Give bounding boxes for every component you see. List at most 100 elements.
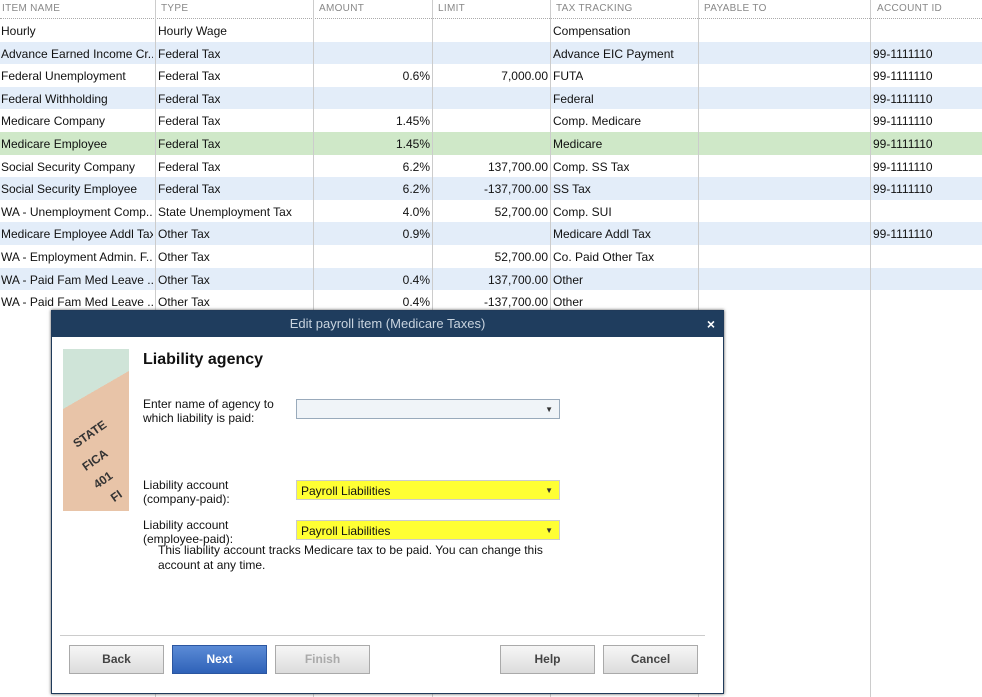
chevron-down-icon: ▼ (545, 526, 553, 535)
agency-combo[interactable]: ▼ (296, 399, 560, 419)
cell-tax-tracking: Advance EIC Payment (553, 46, 674, 61)
cell-item-name: WA - Employment Admin. F... (1, 250, 153, 264)
cell-limit: 52,700.00 (494, 250, 548, 264)
table-row[interactable]: WA - Paid Fam Med Leave ... Other Tax 0.4%… (0, 290, 982, 313)
tax-forms-illustration: STATE FICA 401 FI (63, 349, 129, 511)
cell-tax-tracking: Comp. SUI (553, 204, 612, 219)
table-row[interactable]: WA - Paid Fam Med Leave ... Other Tax 0.4%… (0, 267, 982, 291)
col-payable-to[interactable]: PAYABLE TO (704, 3, 767, 14)
cell-account-id: 99-1111110 (873, 227, 933, 242)
cell-type: Other Tax (158, 272, 210, 287)
cell-type: Federal Tax (158, 91, 221, 106)
cell-amount: 0.9% (402, 227, 430, 242)
table-row[interactable]: WA - Unemployment Comp... State Unemploym… (0, 200, 982, 223)
cell-amount: 1.45% (395, 137, 430, 151)
cell-type: Other Tax (158, 250, 210, 264)
cell-account-id: 99-1111110 (873, 91, 933, 106)
company-account-combo[interactable]: Payroll Liabilities ▼ (296, 480, 560, 500)
cell-item-name: WA - Paid Fam Med Leave ... (1, 295, 153, 310)
cell-tax-tracking: Comp. SS Tax (553, 159, 630, 174)
help-button[interactable]: Help (500, 645, 595, 674)
col-type[interactable]: TYPE (161, 3, 189, 14)
cell-account-id: 99-1111110 (873, 114, 933, 129)
cell-item-name: Medicare Company (1, 114, 106, 129)
back-button[interactable]: Back (69, 645, 164, 674)
cell-item-name: Social Security Company (1, 159, 136, 174)
cell-amount: 6.2% (402, 182, 430, 197)
cell-item-name: Social Security Employee (1, 182, 138, 197)
cell-amount: 0.4% (402, 295, 430, 310)
cell-tax-tracking: SS Tax (553, 182, 591, 197)
cell-tax-tracking: FUTA (553, 69, 584, 84)
cell-type: Federal Tax (158, 46, 221, 61)
dialog-heading: Liability agency (143, 351, 264, 368)
cell-limit: 7,000.00 (501, 69, 548, 84)
cell-account-id: 99-1111110 (873, 46, 933, 61)
cell-account-id: 99-1111110 (873, 137, 933, 151)
finish-button[interactable]: Finish (275, 645, 370, 674)
col-limit[interactable]: LIMIT (438, 3, 466, 14)
edit-payroll-item-dialog: Edit payroll item (Medicare Taxes) × STAT… (51, 310, 724, 694)
cell-type: State Unemployment Tax (158, 204, 292, 219)
cell-item-name: Medicare Employee Addl Tax (1, 227, 153, 242)
table-row[interactable]: Federal Withholding Federal Tax Federal 99-… (0, 86, 982, 110)
cell-type: Federal Tax (158, 159, 221, 174)
cell-type: Other Tax (158, 295, 210, 310)
table-row[interactable]: Medicare Employee Addl Tax Other Tax 0.9% M… (0, 222, 982, 245)
account-note: This liability account tracks Medicare t… (158, 543, 543, 572)
company-account-label: Liability account (company-paid): (143, 478, 230, 506)
employee-account-label: Liability account (employee-paid): (143, 518, 234, 546)
col-amount[interactable]: AMOUNT (319, 3, 365, 14)
cell-item-name: Advance Earned Income Cr... (1, 46, 153, 61)
table-header: ITEM NAME TYPE AMOUNT LIMIT TAX TRACKING… (0, 0, 982, 19)
cell-tax-tracking: Comp. Medicare (553, 114, 642, 129)
cell-type: Hourly Wage (158, 24, 227, 38)
cell-item-name: Hourly (1, 24, 36, 38)
col-item-name[interactable]: ITEM NAME (2, 3, 61, 14)
column-divider (870, 0, 871, 697)
cell-limit: 137,700.00 (487, 272, 548, 287)
cell-type: Federal Tax (158, 182, 221, 197)
cell-account-id: 99-1111110 (873, 182, 933, 197)
cell-tax-tracking: Compensation (553, 24, 631, 38)
agency-label: Enter name of agency to which liability … (143, 397, 274, 425)
divider (60, 635, 705, 636)
table-row[interactable]: Federal Unemployment Federal Tax 0.6% 7,000… (0, 64, 982, 87)
cell-tax-tracking: Other (553, 295, 584, 310)
cell-tax-tracking: Co. Paid Other Tax (553, 250, 655, 264)
cell-amount: 4.0% (402, 204, 430, 219)
cell-item-name: WA - Paid Fam Med Leave ... (1, 272, 153, 287)
table-row[interactable]: Social Security Company Federal Tax 6.2% 13… (0, 155, 982, 178)
chevron-down-icon: ▼ (545, 486, 553, 495)
table-row[interactable]: Social Security Employee Federal Tax 6.2% -… (0, 177, 982, 200)
cell-tax-tracking: Medicare (553, 137, 603, 151)
cell-amount: 0.4% (402, 272, 430, 287)
cell-type: Federal Tax (158, 137, 221, 151)
table-row[interactable]: Medicare Employee Federal Tax 1.45% Medicar… (0, 132, 982, 155)
cell-limit: -137,700.00 (483, 182, 548, 197)
table-row[interactable]: Hourly Hourly Wage Compensation (0, 19, 982, 42)
table-row[interactable]: WA - Employment Admin. F... Other Tax 52,7… (0, 245, 982, 268)
cell-item-name: Federal Unemployment (1, 69, 126, 84)
cell-tax-tracking: Federal (553, 91, 594, 106)
col-account-id[interactable]: ACCOUNT ID (877, 3, 943, 14)
col-tax-tracking[interactable]: TAX TRACKING (556, 3, 633, 14)
next-button[interactable]: Next (172, 645, 267, 674)
cell-item-name: Medicare Employee (1, 137, 108, 151)
table-row[interactable]: Medicare Company Federal Tax 1.45% Comp. Me… (0, 109, 982, 132)
cell-limit: -137,700.00 (483, 295, 548, 310)
close-icon[interactable]: × (706, 316, 715, 332)
cell-type: Federal Tax (158, 114, 221, 129)
cell-account-id: 99-1111110 (873, 69, 933, 84)
cell-amount: 1.45% (395, 114, 430, 129)
employee-account-combo[interactable]: Payroll Liabilities ▼ (296, 520, 560, 540)
dialog-title: Edit payroll item (Medicare Taxes) (289, 316, 486, 331)
cell-item-name: Federal Withholding (1, 91, 108, 106)
cell-account-id: 99-1111110 (873, 159, 933, 174)
chevron-down-icon: ▼ (545, 405, 553, 414)
table-row[interactable]: Advance Earned Income Cr... Federal Tax Ad… (0, 41, 982, 65)
dialog-title-bar[interactable]: Edit payroll item (Medicare Taxes) × (52, 311, 723, 337)
cell-tax-tracking: Medicare Addl Tax (553, 227, 651, 242)
cancel-button[interactable]: Cancel (603, 645, 698, 674)
cell-amount: 6.2% (402, 159, 430, 174)
